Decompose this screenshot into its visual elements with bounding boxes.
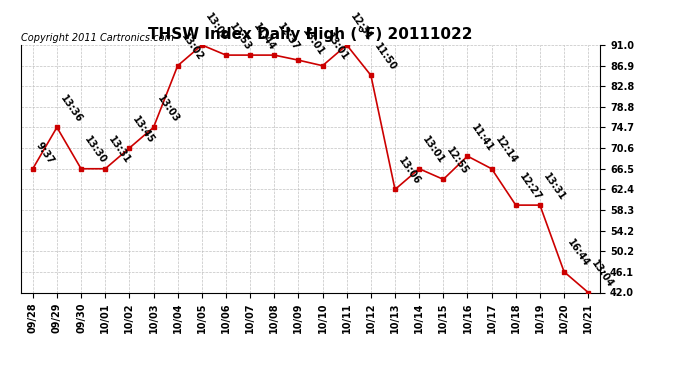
Text: 13:04: 13:04	[590, 259, 615, 290]
Text: 12:14: 12:14	[493, 135, 519, 166]
Text: 13:31: 13:31	[542, 171, 567, 202]
Text: 13:01: 13:01	[421, 135, 446, 166]
Text: 13:45: 13:45	[131, 114, 157, 145]
Text: 13:02: 13:02	[179, 32, 205, 63]
Text: Copyright 2011 Cartronics.com: Copyright 2011 Cartronics.com	[21, 33, 174, 42]
Text: 13:36: 13:36	[59, 93, 84, 124]
Text: 12:53: 12:53	[228, 21, 253, 53]
Text: 12:31: 12:31	[348, 11, 374, 42]
Text: 13:30: 13:30	[83, 135, 108, 166]
Text: 11:50: 11:50	[373, 41, 398, 72]
Text: 13:01: 13:01	[300, 26, 326, 57]
Text: 12:37: 12:37	[276, 21, 302, 53]
Text: 16:44: 16:44	[566, 238, 591, 269]
Text: 12:27: 12:27	[518, 171, 543, 202]
Title: THSW Index Daily High (°F) 20111022: THSW Index Daily High (°F) 20111022	[148, 27, 473, 42]
Text: 13:09: 13:09	[204, 11, 229, 42]
Text: 13:01: 13:01	[324, 32, 350, 63]
Text: 13:06: 13:06	[397, 156, 422, 187]
Text: 13:03: 13:03	[155, 93, 181, 124]
Text: 13:31: 13:31	[107, 135, 132, 166]
Text: 11:44: 11:44	[252, 21, 277, 53]
Text: 11:41: 11:41	[469, 122, 495, 153]
Text: 9:37: 9:37	[34, 140, 57, 166]
Text: 12:55: 12:55	[445, 146, 471, 177]
